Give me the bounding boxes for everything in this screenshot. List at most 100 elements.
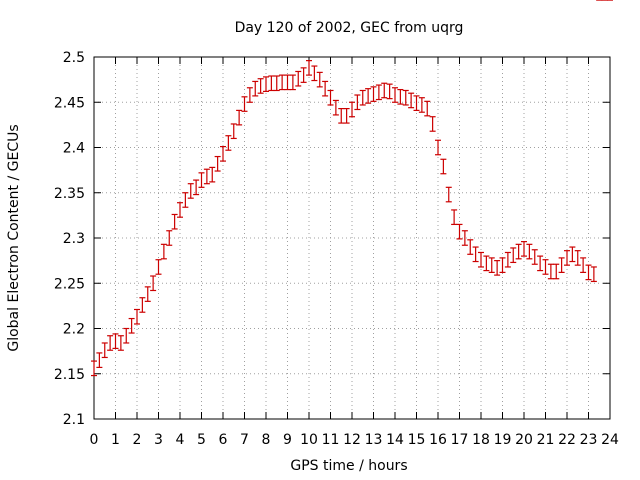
data-points <box>91 0 613 377</box>
x-tick-label: 21 <box>537 432 555 448</box>
data-point <box>392 87 398 103</box>
data-point <box>494 260 501 276</box>
x-tick-label: 16 <box>429 432 447 448</box>
data-point <box>402 89 409 106</box>
data-point <box>488 257 495 273</box>
data-point <box>564 250 570 266</box>
data-point <box>574 250 581 266</box>
data-point <box>424 100 431 117</box>
data-point <box>295 70 302 87</box>
data-point <box>316 71 323 88</box>
data-point <box>521 241 527 257</box>
y-tick-label: 2.15 <box>54 367 85 383</box>
data-point <box>155 259 162 275</box>
data-point <box>311 65 318 82</box>
data-point <box>107 335 114 351</box>
data-point <box>580 257 587 273</box>
data-point <box>252 80 259 97</box>
x-tick-label: 7 <box>240 432 249 448</box>
data-point <box>408 92 415 109</box>
x-tick-label: 11 <box>322 432 340 448</box>
y-tick-label: 2.3 <box>63 231 85 247</box>
data-point <box>214 155 221 172</box>
x-tick-label: 4 <box>176 432 185 448</box>
data-point <box>531 249 538 265</box>
y-tick-label: 2.25 <box>54 276 85 292</box>
y-axis-ticks: 2.1 2.15 2.2 2.25 2.3 2.35 2.4 2.45 2.5 <box>54 50 610 428</box>
data-point <box>220 145 226 162</box>
x-axis-ticks: 0 1 2 3 4 5 6 7 8 9 10 11 12 13 14 15 16 17 18 19 20 21 22 23 24 <box>90 57 619 448</box>
data-point <box>472 246 479 263</box>
data-point <box>257 78 264 94</box>
data-point <box>381 82 388 99</box>
data-point <box>279 74 286 91</box>
x-tick-label: 10 <box>300 432 318 448</box>
data-point <box>499 257 506 273</box>
data-point <box>150 275 157 292</box>
data-point <box>386 83 393 100</box>
x-tick-label: 17 <box>451 432 469 448</box>
data-point <box>123 327 130 344</box>
data-point <box>198 172 205 188</box>
plot-frame <box>93 56 611 420</box>
data-point <box>96 352 103 369</box>
data-point <box>322 80 329 97</box>
data-point <box>349 101 355 118</box>
data-point <box>193 179 200 196</box>
x-tick-label: 18 <box>472 432 490 448</box>
data-point <box>144 286 151 302</box>
data-point <box>343 107 350 124</box>
data-point <box>413 95 420 111</box>
data-point <box>338 107 345 124</box>
data-point <box>230 123 237 140</box>
data-point <box>203 168 210 185</box>
data-point <box>483 255 490 272</box>
data-point <box>547 263 554 280</box>
data-point <box>128 317 135 334</box>
data-point <box>273 75 280 92</box>
data-point <box>236 109 243 126</box>
y-tick-label: 2.5 <box>63 50 85 66</box>
data-point <box>327 89 334 106</box>
data-point <box>537 255 544 272</box>
data-point <box>429 116 436 132</box>
data-point <box>515 243 522 260</box>
data-point <box>166 230 173 246</box>
data-point <box>375 84 382 101</box>
data-point <box>558 257 565 273</box>
data-point <box>306 60 312 76</box>
data-point <box>225 135 232 151</box>
x-axis-title: GPS time / hours <box>290 458 407 474</box>
data-point <box>187 183 194 199</box>
x-tick-label: 6 <box>219 432 228 448</box>
data-point <box>467 239 474 255</box>
x-tick-label: 20 <box>515 432 533 448</box>
data-point <box>268 75 275 92</box>
data-point <box>101 342 108 359</box>
data-point <box>354 94 361 111</box>
data-point <box>440 158 447 175</box>
data-point <box>139 297 146 313</box>
x-tick-label: 14 <box>386 432 404 448</box>
data-point <box>504 251 511 268</box>
x-tick-label: 3 <box>154 432 163 448</box>
data-point <box>478 251 484 268</box>
y-axis-title: Global Electron Content / GECUs <box>6 124 22 351</box>
data-point <box>91 360 97 377</box>
x-tick-label: 13 <box>365 432 383 448</box>
data-point <box>171 213 178 230</box>
x-tick-label: 23 <box>580 432 598 448</box>
data-point <box>397 88 404 105</box>
x-tick-label: 9 <box>283 432 292 448</box>
data-point <box>177 202 183 218</box>
data-point <box>209 166 216 183</box>
data-point <box>263 76 269 92</box>
chart-title: Day 120 of 2002, GEC from uqrg <box>235 20 464 36</box>
x-tick-label: 15 <box>408 432 426 448</box>
y-tick-label: 2.4 <box>63 141 85 157</box>
y-tick-label: 2.45 <box>54 95 85 111</box>
y-tick-label: 2.1 <box>63 412 85 428</box>
data-point <box>418 97 425 113</box>
data-point <box>590 266 597 283</box>
